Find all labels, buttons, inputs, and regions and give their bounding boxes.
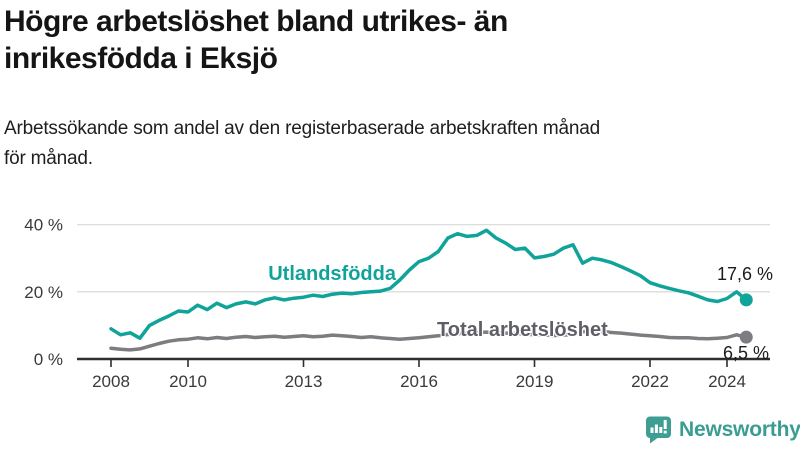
series-label-total-arbetsloshet: Total arbetslöshet (437, 319, 608, 341)
newsworthy-logo-icon (645, 416, 672, 444)
series-label-utlandsfodda: Utlandsfödda (268, 263, 396, 285)
chart-subtitle: Arbetssökande som andel av den registerb… (4, 114, 600, 174)
y-tick-label-40: 40 % (24, 216, 63, 235)
x-tick-label-2022: 2022 (631, 372, 669, 391)
x-tick-label-2019: 2019 (516, 372, 554, 391)
series-end-dot-utlandsf-dda (739, 293, 753, 307)
series-line-total-arbetsl-shet (109, 329, 749, 352)
y-tick-label-0: 0 % (34, 350, 63, 369)
x-tick-label-2016: 2016 (400, 372, 438, 391)
end-value-label-total: 6,5 % (722, 343, 769, 363)
x-tick-label-2010: 2010 (169, 372, 207, 391)
newsworthy-logo-text: Newsworthy (679, 418, 800, 441)
x-tick-label-2024: 2024 (708, 372, 746, 391)
page-title: Högre arbetslöshet bland utrikes- än inr… (4, 3, 508, 77)
series-line-utlandsf-dda (109, 228, 749, 340)
series-end-dot-total-arbetsl-shet (739, 330, 753, 344)
title-line-2: inrikesfödda i Eksjö (4, 42, 278, 75)
subtitle-line-2: för månad. (4, 148, 93, 169)
subtitle-line-1: Arbetssökande som andel av den registerb… (4, 118, 601, 139)
y-tick-label-20: 20 % (24, 283, 63, 302)
x-tick-label-2008: 2008 (92, 372, 130, 391)
newsworthy-logo: Newsworthy (645, 416, 800, 444)
end-value-label-utlandsfodda: 17,6 % (716, 264, 773, 284)
x-tick-label-2013: 2013 (285, 372, 323, 391)
title-line-1: Högre arbetslöshet bland utrikes- än (4, 5, 508, 38)
